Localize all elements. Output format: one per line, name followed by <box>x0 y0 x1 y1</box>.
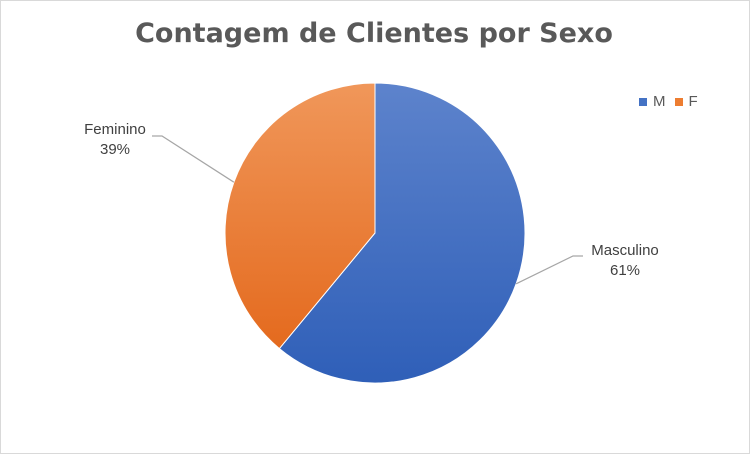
chart-legend: M F <box>639 93 707 110</box>
data-label-feminino: Feminino 39% <box>65 120 165 160</box>
legend-swatch-m <box>639 97 647 106</box>
legend-swatch-f <box>674 97 683 106</box>
chart-title: Contagem de Clientes por Sexo <box>135 18 613 49</box>
legend-label-f: F <box>688 93 698 110</box>
data-label-masculino-value: 61% <box>609 262 641 279</box>
legend-item-m: M <box>639 93 666 110</box>
data-label-feminino-name: Feminino <box>84 121 146 138</box>
pie-slice-feminino <box>224 82 376 350</box>
leader-line-masculino <box>515 255 583 285</box>
pie-slice-masculino <box>278 82 526 384</box>
data-label-feminino-value: 39% <box>99 141 131 158</box>
leader-line-feminino <box>152 135 235 183</box>
data-label-masculino-name: Masculino <box>591 242 659 259</box>
data-label-masculino: Masculino 61% <box>565 241 685 281</box>
legend-label-m: M <box>653 93 666 110</box>
legend-item-f: F <box>674 93 698 110</box>
